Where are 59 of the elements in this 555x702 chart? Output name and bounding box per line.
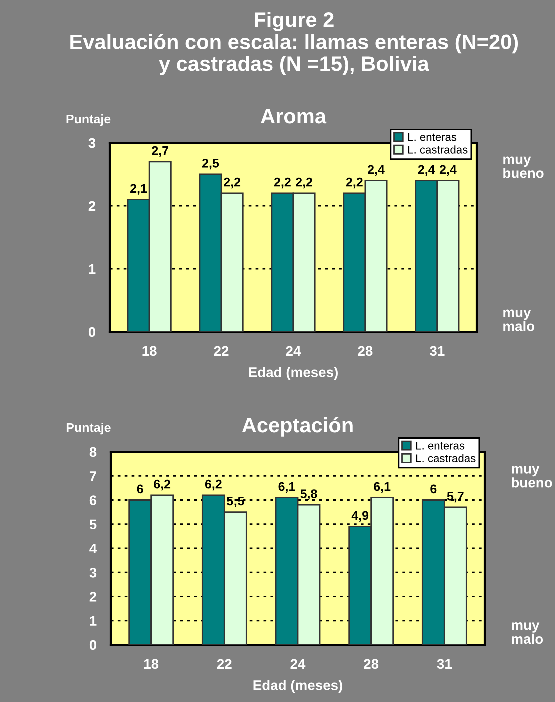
legend-label: L. castradas [408,146,468,154]
legend-label: L. castradas [416,454,476,462]
x-tick-label: 31 [437,659,452,670]
data-label: 2,4 [368,165,385,176]
y-tick-label: 1 [90,616,97,626]
data-label: 6,1 [374,482,391,494]
y-tick-label: 5 [90,520,97,530]
data-label: 6,2 [205,480,222,491]
x-tick-label: 24 [290,659,306,669]
x-tick-label: 28 [364,659,379,670]
caption: Figure 2 [255,12,334,32]
data-label: 6 [430,484,437,494]
y-tick-label: 3 [90,568,97,578]
data-label: 2,4 [440,165,457,176]
y-axis-title: Puntaje [66,423,111,435]
text: muy bueno [504,156,544,178]
y-tick-label: 1 [89,264,96,274]
text: muy malo [512,622,544,644]
y-tick-label: 2 [88,201,96,212]
data-label: 2,5 [202,159,220,170]
x-tick-label: 18 [144,659,159,670]
data-label: 2,1 [130,184,148,195]
legend-label: L. enteras [416,442,465,450]
text: muy malo [504,310,535,332]
x-tick-label: 24 [286,346,302,356]
data-label: 4,9 [352,511,369,522]
y-tick-label: 0 [90,640,97,650]
data-label: 2,2 [296,178,312,189]
x-tick-label: 18 [142,346,157,356]
data-label: 6 [137,484,144,494]
x-tick-label: 22 [217,659,232,669]
y-tick-label: 8 [90,447,97,458]
text: y castradas (N =15), Bolivia [159,56,430,76]
data-label: 6,1 [278,482,296,494]
legend-label: L. enteras [408,133,457,142]
data-label: 2,7 [152,146,169,158]
x-tick-label: 31 [430,346,445,356]
text: Evaluación con escala: llamas enteras (N=20) [70,34,518,54]
y-tick-label: 4 [90,544,98,554]
x-tick-label: 22 [214,346,229,356]
data-label: 2,2 [274,178,291,189]
y-tick-label: 7 [90,472,96,482]
text: muy bueno [512,466,552,488]
x-tick-label: 28 [358,346,373,356]
x-axis-title: Edad (meses) [254,680,342,694]
y-tick-label: 3 [88,138,96,148]
chart-title: Aceptación [242,417,353,437]
data-label: 5;5 [227,496,244,508]
y-axis-title: Puntaje [66,114,111,126]
data-label: 6,2 [154,480,171,491]
y-tick-label: 2 [90,592,97,602]
chart-title: Aroma [261,109,327,124]
y-tick-label: 0 [88,327,96,338]
data-label: 2,2 [224,178,241,189]
y-tick-label: 6 [90,496,97,506]
data-label: 2,2 [346,178,363,189]
data-label: 2,4 [418,165,436,176]
data-label: 5,8 [300,490,318,500]
x-axis-title: Edad (meses) [249,367,338,380]
